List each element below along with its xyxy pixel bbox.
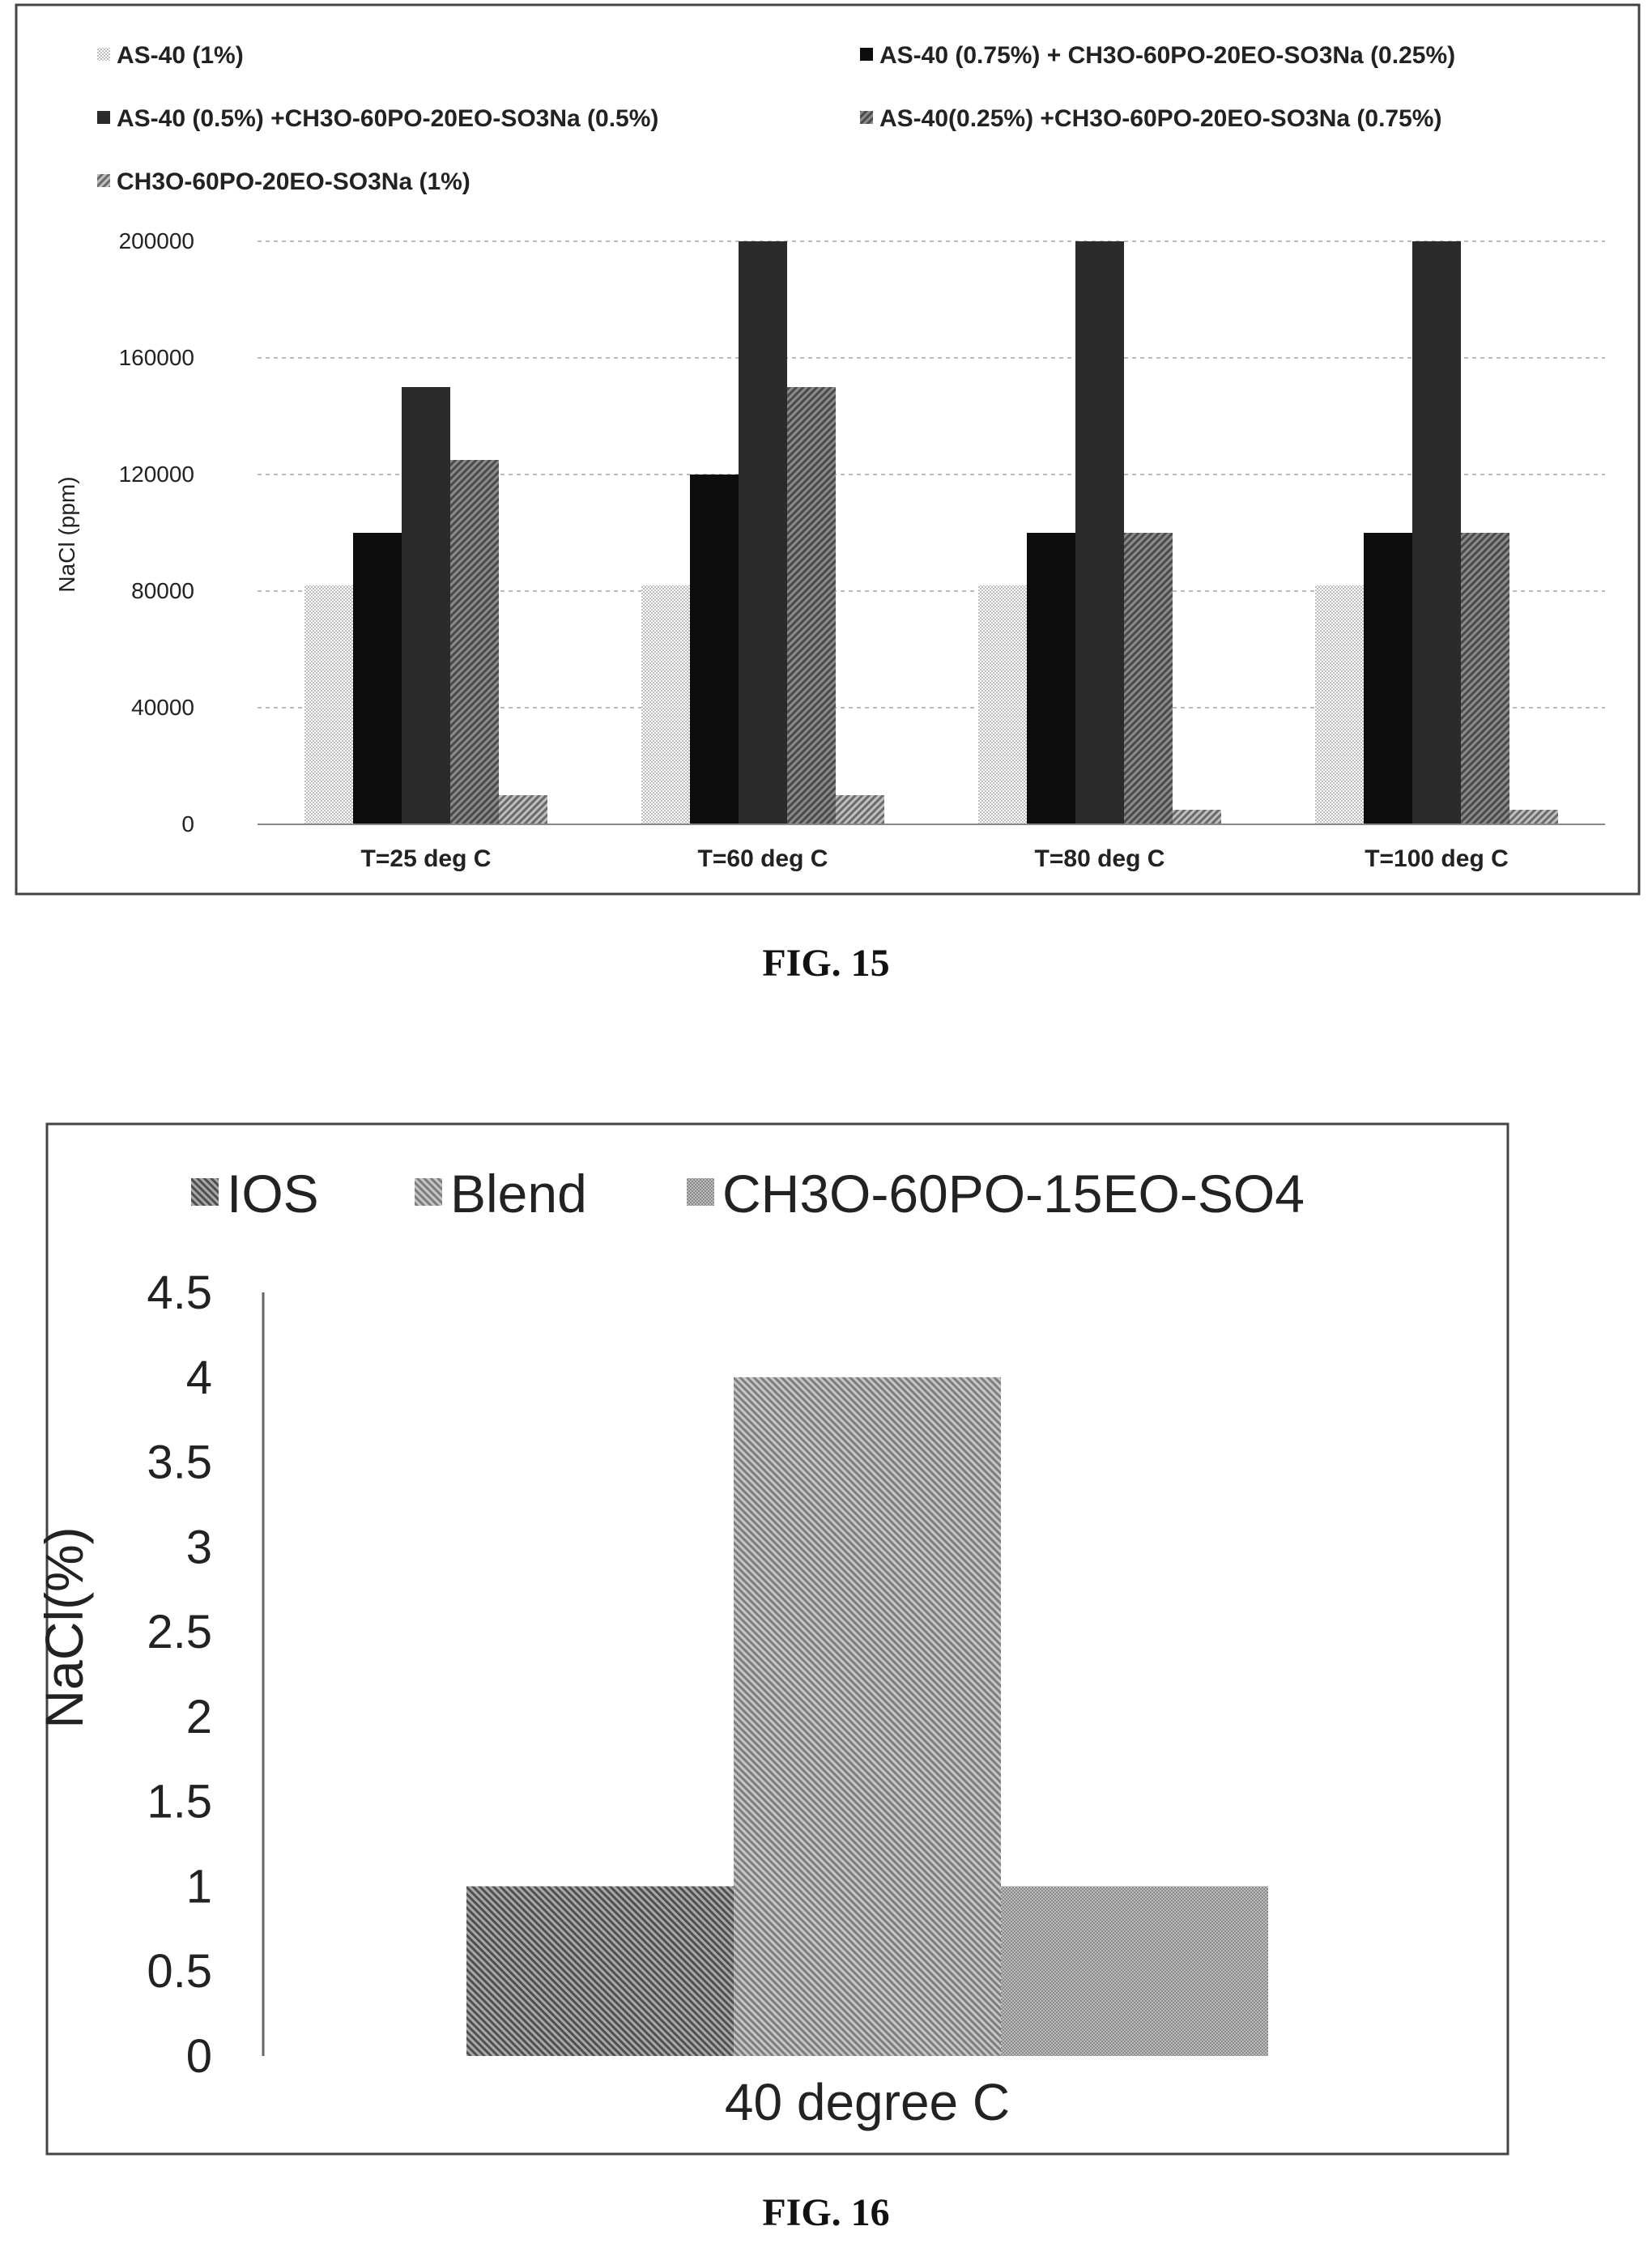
fig15-y-axis-label: NaCl (ppm) xyxy=(54,476,79,592)
fig16-y-tick-label: 3 xyxy=(186,1521,212,1573)
fig15-bar-t-100-deg-c-series-3 xyxy=(1412,241,1461,824)
fig15-bar-t-60-deg-c-series-5 xyxy=(836,795,884,824)
fig16-bar-ch3o-60po-15eo-so4 xyxy=(1001,1886,1268,2056)
fig15-bar-t-25-deg-c-series-2 xyxy=(353,533,402,824)
fig15-bar-t-100-deg-c-series-4 xyxy=(1461,533,1509,824)
fig15-y-tick-labels: 0 40000 80000 120000 160000 200000 xyxy=(119,228,194,836)
fig15-bar-t-100-deg-c-series-1 xyxy=(1315,585,1364,824)
fig15-y-tick-label: 0 xyxy=(181,811,194,836)
fig15-bar-t-25-deg-c-series-3 xyxy=(402,387,450,824)
fig15-legend-label: AS-40 (0.5%) +CH3O-60PO-20EO-SO3Na (0.5%… xyxy=(117,105,658,132)
fig15-bar-t-100-deg-c-series-2 xyxy=(1364,533,1412,824)
fig15-legend-label: AS-40(0.25%) +CH3O-60PO-20EO-SO3Na (0.75… xyxy=(879,105,1441,132)
fig15-bars xyxy=(304,241,1558,824)
fig15-legend-swatch xyxy=(97,111,110,124)
fig16-y-tick-label: 4 xyxy=(186,1351,212,1404)
fig16-frame xyxy=(45,1122,1509,2156)
fig16-caption: FIG. 16 xyxy=(762,2191,889,2234)
fig15-legend-swatch xyxy=(860,111,873,124)
fig15-bar-t-80-deg-c-series-2 xyxy=(1027,533,1075,824)
fig16-bar-ios xyxy=(466,1886,734,2056)
fig15-bar-t-80-deg-c-series-5 xyxy=(1173,810,1221,824)
fig16-legend-swatch xyxy=(687,1178,714,1206)
fig15-legend-label: CH3O-60PO-20EO-SO3Na (1%) xyxy=(117,168,470,195)
fig15-y-tick-label: 40000 xyxy=(131,695,194,720)
fig15-legend-swatch xyxy=(97,174,110,187)
fig16-y-tick-label: 1 xyxy=(186,1860,212,1913)
fig15-x-tick-labels: T=25 deg C T=60 deg C T=80 deg C T=100 deg … xyxy=(361,845,1509,872)
fig16-x-tick-labels: 40 degree C xyxy=(725,2073,1010,2131)
fig15-y-tick-label: 120000 xyxy=(119,462,194,487)
fig15-bar-t-25-deg-c-series-5 xyxy=(499,795,547,824)
fig15-legend-swatch xyxy=(97,48,110,61)
fig16-y-tick-labels: 0 0.5 1 1.5 2 2.5 3 3.5 4 4.5 xyxy=(147,1266,212,2083)
fig16-bar-blend xyxy=(734,1377,1001,2056)
fig15-legend-label: AS-40 (0.75%) + CH3O-60PO-20EO-SO3Na (0.… xyxy=(879,42,1455,69)
fig16-legend-label: CH3O-60PO-15EO-SO4 xyxy=(722,1164,1305,1224)
fig15-bar-t-60-deg-c-series-1 xyxy=(641,585,690,824)
fig15-y-tick-label: 200000 xyxy=(119,228,194,253)
fig15-frame xyxy=(15,3,1641,896)
fig15-bar-t-25-deg-c-series-4 xyxy=(450,460,499,824)
fig16-x-tick-label: 40 degree C xyxy=(725,2073,1010,2131)
fig16-legend: IOS Blend CH3O-60PO-15EO-SO4 xyxy=(191,1164,1305,1224)
fig15-bar-t-60-deg-c-series-3 xyxy=(739,241,787,824)
fig16-y-tick-label: 0.5 xyxy=(147,1945,212,1998)
fig16-legend-swatch xyxy=(415,1178,442,1206)
fig16-bars xyxy=(466,1377,1268,2056)
fig15-x-tick-label: T=60 deg C xyxy=(698,845,828,872)
fig16-y-tick-label: 2.5 xyxy=(147,1606,212,1658)
fig15-bar-t-80-deg-c-series-1 xyxy=(978,585,1027,824)
fig16-y-tick-label: 2 xyxy=(186,1691,212,1743)
fig15-bar-t-80-deg-c-series-4 xyxy=(1124,533,1173,824)
fig16-y-tick-label: 1.5 xyxy=(147,1776,212,1828)
fig16-y-tick-label: 0 xyxy=(186,2030,212,2083)
fig15-x-tick-label: T=25 deg C xyxy=(361,845,492,872)
fig15-legend: AS-40 (1%) AS-40 (0.75%) + CH3O-60PO-20EO… xyxy=(97,42,1455,195)
fig15-x-tick-label: T=80 deg C xyxy=(1035,845,1165,872)
fig15-bar-t-100-deg-c-series-5 xyxy=(1509,810,1558,824)
fig15-bar-t-60-deg-c-series-2 xyxy=(690,475,739,824)
fig15-caption: FIG. 15 xyxy=(762,942,889,985)
fig15-bar-t-25-deg-c-series-1 xyxy=(304,585,353,824)
fig16-legend-swatch xyxy=(191,1178,219,1206)
fig15-y-tick-label: 160000 xyxy=(119,345,194,370)
fig16-y-tick-label: 3.5 xyxy=(147,1437,212,1489)
fig15-gridlines xyxy=(258,240,1605,709)
fig16-legend-label: IOS xyxy=(227,1164,319,1224)
fig15-y-tick-label: 80000 xyxy=(131,578,194,603)
fig16-legend-label: Blend xyxy=(450,1164,587,1224)
fig15-legend-swatch xyxy=(860,48,873,61)
fig15-legend-label: AS-40 (1%) xyxy=(117,42,244,69)
fig16-y-tick-label: 4.5 xyxy=(147,1266,212,1319)
fig16-y-axis-label: NaCl(%) xyxy=(34,1526,94,1728)
fig15-bar-t-60-deg-c-series-4 xyxy=(787,387,836,824)
fig15-x-tick-label: T=100 deg C xyxy=(1365,845,1509,872)
fig15-bar-t-80-deg-c-series-3 xyxy=(1075,241,1124,824)
